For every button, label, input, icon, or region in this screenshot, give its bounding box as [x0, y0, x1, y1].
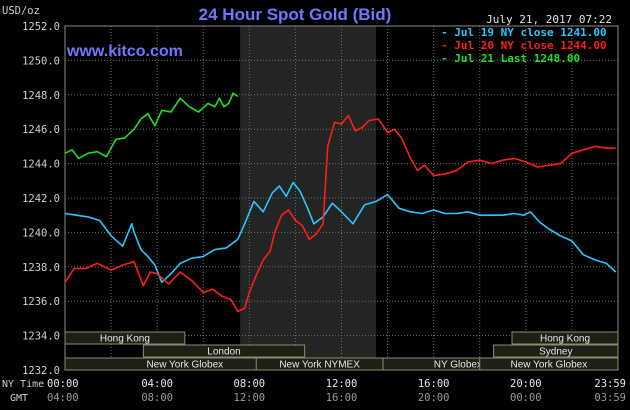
x-tick-label-ny: 04:00: [141, 378, 173, 390]
x-tick-label-ny: 16:00: [418, 378, 450, 390]
y-tick-label: 1246.0: [22, 124, 60, 136]
legend-item-jul20: - Jul 20 NY close 1244.00: [441, 39, 607, 52]
session-label: London: [207, 347, 240, 358]
session-box: [493, 344, 619, 358]
x-tick-label-ny: 20:00: [510, 378, 542, 390]
gmt-label: GMT: [10, 393, 28, 404]
session-box: [142, 344, 306, 358]
session-label: Sydney: [539, 347, 572, 358]
x-axis-ticks: 00:00 04:00 04:00 08:00 08:00 12:00 12:00 16:00…: [47, 378, 626, 404]
legend-item-jul21: - Jul 21 Last 1248.00: [441, 52, 580, 65]
session-label: New York Globex: [146, 360, 223, 371]
y-tick-label: 1234.0: [22, 331, 60, 343]
site-url[interactable]: www.kitco.com: [66, 43, 183, 60]
y-tick-label: 1240.0: [22, 227, 60, 239]
unit-label: USD/oz: [2, 5, 40, 17]
y-tick-label: 1242.0: [22, 193, 60, 205]
session-label: Hong Kong: [100, 334, 150, 345]
session-label: New York Globex: [511, 360, 588, 371]
legend-item-jul19: - Jul 19 NY close 1241.00: [441, 26, 607, 39]
x-tick-label-ny: 08:00: [234, 378, 266, 390]
y-axis-ticks: 1232.0 1234.0 1236.0 1238.0 1240.0 1242.0 1244…: [22, 21, 60, 377]
x-tick-label-gmt: 03:59: [594, 392, 626, 404]
session-box: [511, 331, 619, 345]
price-lines: [64, 92, 617, 313]
x-tick-label-ny: 00:00: [47, 378, 79, 390]
session-label: New York NYMEX: [279, 360, 360, 371]
trading-sessions: Hong Kong London New York Globex New York N…: [64, 331, 619, 371]
chart-title: 24 Hour Spot Gold (Bid): [199, 5, 392, 24]
x-tick-label-ny: 12:00: [326, 378, 358, 390]
y-tick-label: 1250.0: [22, 55, 60, 67]
y-tick-label: 1236.0: [22, 296, 60, 308]
x-tick-label-gmt: 04:00: [47, 392, 79, 404]
ny-time-label: NY Time: [2, 379, 44, 390]
series-line-jul20: [64, 114, 616, 313]
y-tick-label: 1238.0: [22, 262, 60, 274]
y-tick-label: 1232.0: [22, 365, 60, 377]
session-label: NY Globex: [434, 360, 482, 371]
x-tick-label-gmt: 00:00: [510, 392, 542, 404]
y-tick-label: 1248.0: [22, 90, 60, 102]
x-tick-label-gmt: 08:00: [141, 392, 173, 404]
x-tick-label-ny: 23:59: [594, 378, 626, 390]
series-line-jul21: [64, 92, 239, 160]
y-tick-label: 1252.0: [22, 21, 60, 33]
session-box: [479, 357, 619, 371]
timestamp: July 21, 2017 07:22: [486, 13, 612, 26]
session-box: [64, 331, 186, 345]
x-tick-label-gmt: 20:00: [418, 392, 450, 404]
legend: - Jul 19 NY close 1241.00 - Jul 20 NY cl…: [441, 26, 607, 65]
y-tick-label: 1244.0: [22, 159, 60, 171]
x-tick-label-gmt: 12:00: [234, 392, 266, 404]
series-line-jul19: [64, 181, 617, 284]
x-tick-label-gmt: 16:00: [326, 392, 358, 404]
session-label: Hong Kong: [540, 334, 590, 345]
